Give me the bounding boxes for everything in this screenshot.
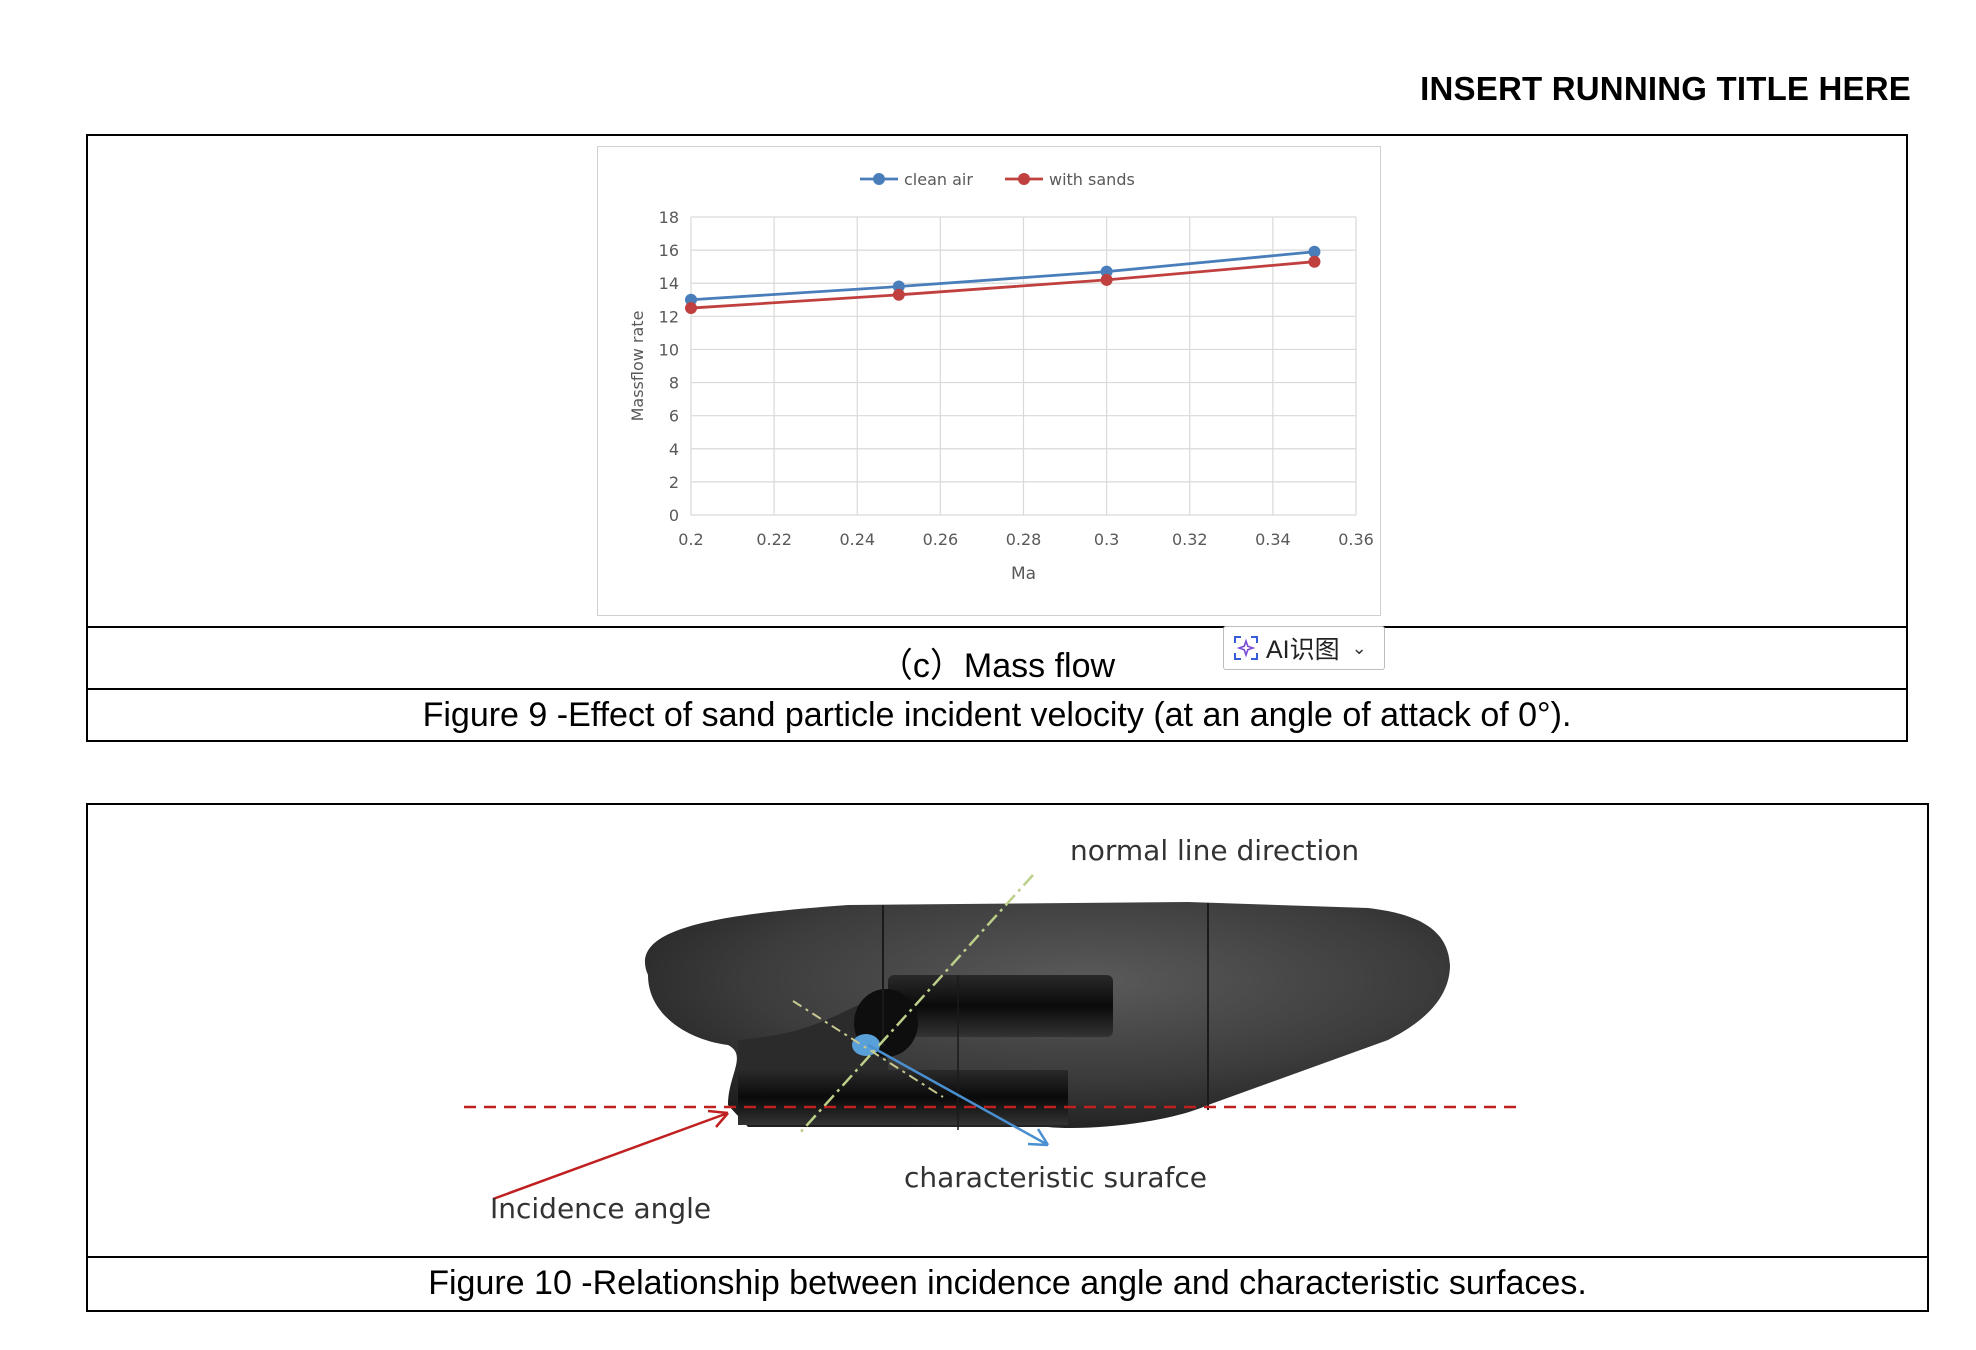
incidence-label: Incidence angle <box>490 1192 711 1225</box>
data-point <box>1308 255 1321 268</box>
figure-10-caption: Figure 10 -Relationship between incidenc… <box>428 1264 1587 1302</box>
x-tick-label: 0.34 <box>1255 530 1291 549</box>
y-tick-label: 10 <box>659 340 679 359</box>
inner-duct <box>888 975 1113 1037</box>
figure-10-table: normal line direction characteristic sur… <box>86 803 1929 1312</box>
ai-recognize-button[interactable]: AI识图 ⌄ <box>1223 626 1385 670</box>
ai-recognize-icon <box>1234 636 1258 660</box>
y-tick-label: 8 <box>669 374 679 393</box>
characteristic-arrow <box>867 1043 1049 1147</box>
y-tick-label: 2 <box>669 473 679 492</box>
chart-svg: 0 2 4 6 8 10 12 14 16 18 0.2 0.22 0.24 0.26 0.28 0.3 0.3… <box>628 170 1374 584</box>
characteristic-arrowhead <box>1027 1128 1050 1147</box>
y-tick-label: 14 <box>659 274 679 293</box>
legend-entry: with sands <box>1049 170 1135 189</box>
chevron-down-icon[interactable]: ⌄ <box>1351 637 1367 658</box>
data-point <box>685 302 697 315</box>
data-point <box>1100 273 1113 286</box>
series-line <box>690 250 1315 302</box>
x-tick-label: 0.3 <box>1094 530 1119 549</box>
y-tick-label: 4 <box>669 440 679 459</box>
data-point <box>1100 265 1113 278</box>
figure-9-subcaption-cell: （c）Mass flow AI识图 ⌄ <box>88 626 1906 690</box>
legend-swatch-marker <box>873 173 885 185</box>
x-tick-label: 0.24 <box>839 530 875 549</box>
data-point <box>892 288 905 301</box>
x-tick-label: 0.36 <box>1338 530 1374 549</box>
mass-flow-chart: 0 2 4 6 8 10 12 14 16 18 0.2 0.22 0.24 0.26 0.28 0.3 0.3… <box>597 146 1381 616</box>
series-line <box>690 260 1315 310</box>
running-title: INSERT RUNNING TITLE HERE <box>1420 70 1911 107</box>
y-tick-label: 12 <box>659 307 679 326</box>
x-tick-label: 0.26 <box>923 530 959 549</box>
data-point <box>685 293 697 306</box>
y-tick-label: 18 <box>659 208 679 227</box>
figure-10-image-cell: normal line direction characteristic sur… <box>88 805 1927 1258</box>
y-tick-label: 6 <box>669 407 679 426</box>
x-tick-label: 0.32 <box>1172 530 1208 549</box>
data-point <box>892 280 905 293</box>
characteristic-surface <box>852 1034 880 1056</box>
figure-9-table: 0 2 4 6 8 10 12 14 16 18 0.2 0.22 0.24 0.26 0.28 0.3 0.3… <box>86 134 1908 742</box>
y-tick-label: 0 <box>669 506 679 525</box>
figure-9-caption-cell: Figure 9 -Effect of sand particle incide… <box>88 688 1906 740</box>
ai-badge-label: AI识图 <box>1266 636 1340 664</box>
legend-entry: clean air <box>904 170 973 189</box>
legend-swatch-marker <box>1018 173 1030 185</box>
data-point <box>1308 245 1321 258</box>
normal-line-label: normal line direction <box>1070 834 1359 867</box>
subcaption: （c）Mass flow <box>878 647 1116 685</box>
surface-line <box>792 1000 944 1098</box>
normal-line <box>797 874 1034 1136</box>
characteristic-label: characteristic surafce <box>904 1161 1207 1194</box>
figure-9-caption: Figure 9 -Effect of sand particle incide… <box>422 696 1572 734</box>
y-axis-label: Massflow rate <box>628 311 647 422</box>
x-tick-label: 0.28 <box>1006 530 1042 549</box>
x-tick-label: 0.2 <box>678 530 703 549</box>
incidence-arrow <box>492 1111 729 1201</box>
y-tick-label: 16 <box>659 241 679 260</box>
nacelle-diagram: normal line direction characteristic sur… <box>464 834 1524 1225</box>
incidence-arrowhead <box>707 1109 729 1128</box>
figure-10-caption-cell: Figure 10 -Relationship between incidenc… <box>88 1256 1927 1310</box>
intake-channel <box>738 1070 1068 1125</box>
x-axis-label: Ma <box>1011 564 1036 584</box>
x-tick-label: 0.22 <box>756 530 792 549</box>
figure-9-chart-cell: 0 2 4 6 8 10 12 14 16 18 0.2 0.22 0.24 0.26 0.28 0.3 0.3… <box>88 136 1906 628</box>
